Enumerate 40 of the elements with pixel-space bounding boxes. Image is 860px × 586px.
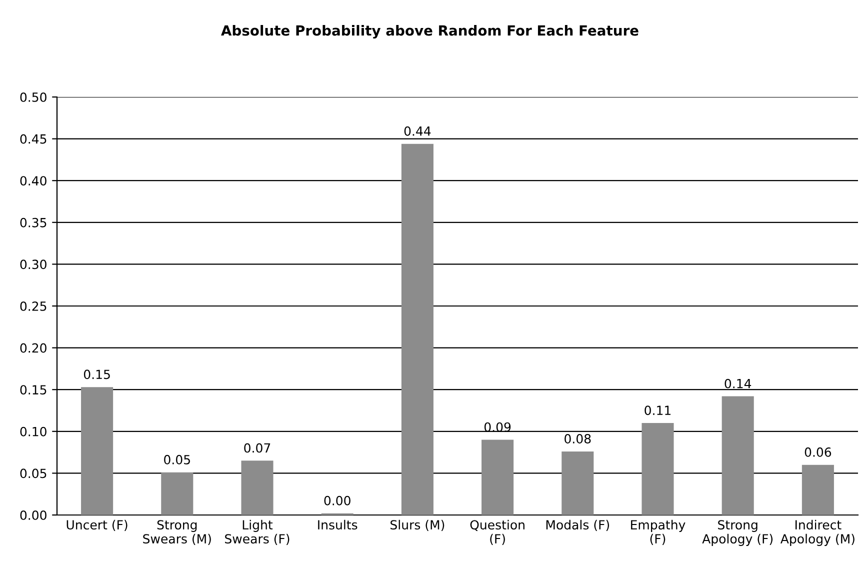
x-tick-label: Empathy (F) [631, 520, 686, 546]
y-tick-label: 0.20 [20, 343, 46, 353]
x-tick-label: Uncert (F) [66, 520, 128, 532]
chart-title: Absolute Probability above Random For Each Feature [221, 25, 638, 39]
data-label: 0.07 [244, 443, 270, 453]
y-tick-label: 0.10 [20, 426, 46, 436]
data-label: 0.11 [644, 406, 671, 416]
data-label: 0.15 [84, 370, 110, 380]
x-tick-label: Modals (F) [546, 520, 610, 532]
bar [722, 396, 754, 515]
x-tick-label: Light Swears (F) [225, 520, 290, 546]
y-tick-label: 0.35 [20, 218, 46, 228]
y-tick-label: 0.25 [20, 301, 46, 311]
bar [81, 387, 114, 515]
x-tick-label: Insults [318, 520, 358, 530]
bar [802, 464, 834, 515]
x-tick-label: Strong Swears (M) [143, 520, 211, 546]
y-tick-label: 0.00 [20, 510, 46, 520]
bar [161, 472, 194, 515]
x-tick-label: Question (F) [470, 520, 524, 546]
bar [482, 440, 514, 515]
data-label: 0.14 [724, 378, 752, 388]
x-tick-label: Slurs (M) [390, 520, 444, 532]
x-tick-label: Strong Apology (F) [702, 520, 773, 546]
y-tick-label: 0.30 [20, 260, 46, 270]
bar [401, 144, 434, 515]
y-tick-label: 0.05 [20, 468, 46, 478]
y-tick-label: 0.45 [20, 134, 46, 144]
y-tick-label: 0.40 [20, 176, 46, 186]
x-tick-label: Indirect Apology (M) [780, 520, 854, 546]
data-label: 0.08 [564, 434, 591, 444]
bar [562, 451, 594, 515]
data-label: 0.05 [164, 454, 190, 464]
data-label: 0.06 [804, 447, 832, 457]
bar [642, 423, 674, 515]
y-tick-label: 0.50 [20, 92, 46, 102]
data-label: 0.44 [404, 126, 431, 136]
data-label: 0.00 [324, 496, 350, 506]
bar [241, 460, 274, 515]
y-tick-label: 0.15 [20, 385, 46, 395]
